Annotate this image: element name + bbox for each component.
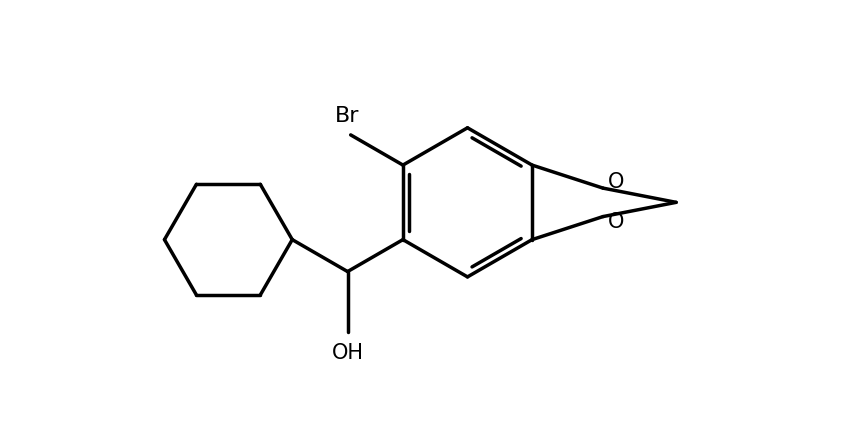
- Text: O: O: [607, 173, 624, 193]
- Text: O: O: [607, 212, 624, 232]
- Text: Br: Br: [335, 106, 359, 127]
- Text: OH: OH: [332, 343, 364, 363]
